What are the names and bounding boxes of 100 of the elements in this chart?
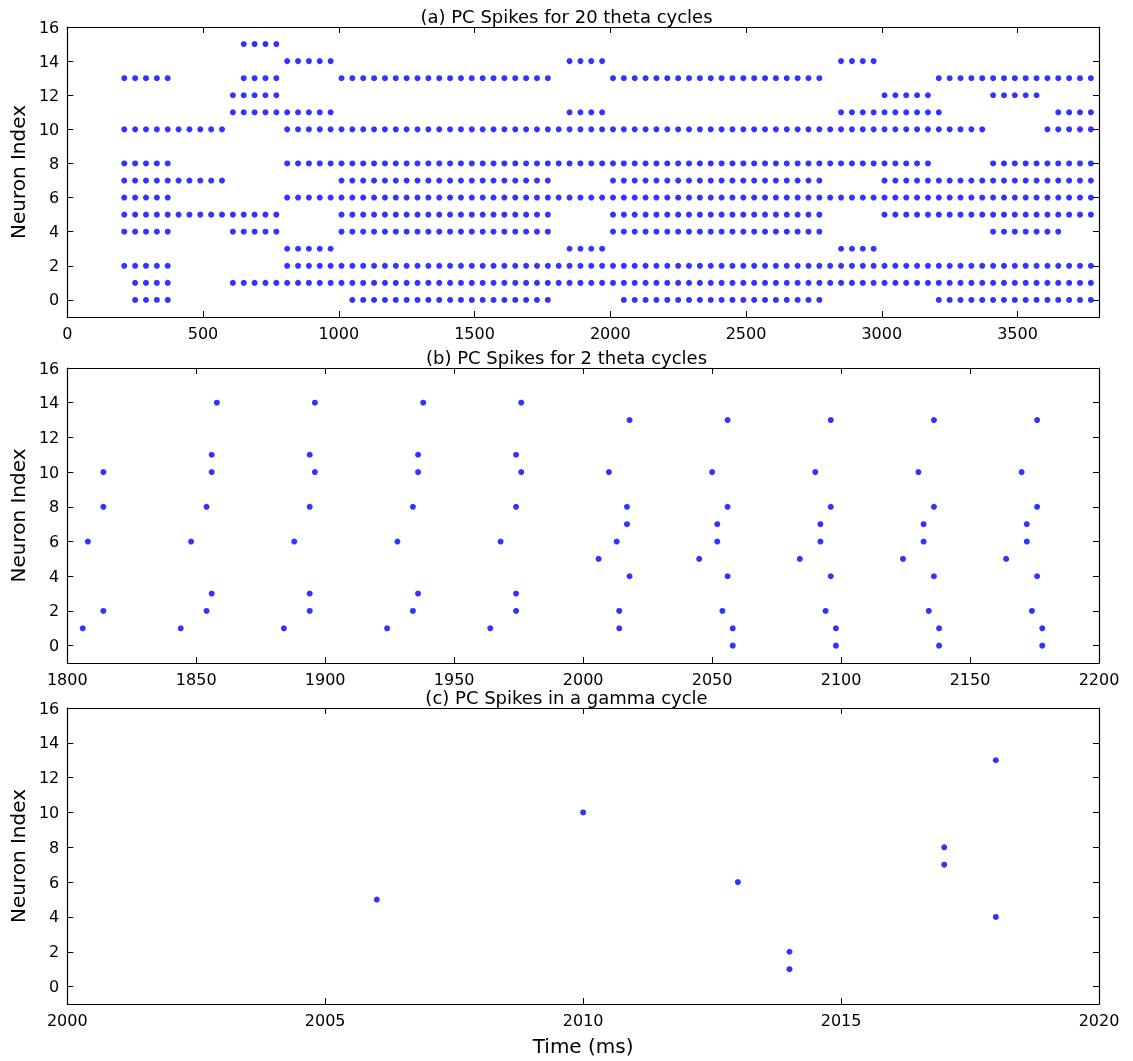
y-tick-label: 16	[38, 17, 60, 37]
point	[403, 296, 410, 303]
point	[533, 228, 540, 235]
point	[1011, 92, 1018, 99]
x-tick-label: 1850	[175, 669, 217, 689]
point	[1077, 109, 1083, 116]
y-tick-label: 4	[49, 566, 60, 586]
y-tick-label: 2	[49, 256, 60, 276]
point	[577, 245, 584, 252]
point	[838, 109, 845, 116]
y-tick-label: 12	[38, 85, 60, 105]
point	[772, 296, 779, 303]
point	[360, 228, 367, 235]
x-tick-label: 1500	[454, 323, 495, 343]
point	[262, 109, 269, 116]
y-tick-label: 4	[49, 907, 60, 927]
point	[371, 228, 378, 235]
point	[284, 109, 291, 116]
point	[816, 228, 823, 235]
y-tick-label: 14	[38, 733, 60, 753]
point	[968, 296, 975, 303]
point	[848, 245, 855, 252]
point	[892, 109, 899, 116]
point	[794, 296, 801, 303]
x-tick-label: 500	[187, 323, 219, 343]
point	[1066, 109, 1073, 116]
point	[1033, 92, 1040, 99]
y-tick-label: 12	[38, 427, 60, 447]
point	[132, 296, 139, 303]
x-tick-label: 2200	[1078, 669, 1120, 689]
point	[490, 296, 497, 303]
point	[580, 809, 587, 816]
point	[653, 228, 660, 235]
point	[664, 296, 671, 303]
y-tick-label: 10	[38, 462, 60, 482]
point	[501, 228, 508, 235]
point	[941, 844, 948, 851]
x-tick-label: 2015	[820, 1010, 862, 1030]
point	[718, 228, 725, 235]
point	[392, 228, 399, 235]
point	[957, 296, 964, 303]
point	[903, 109, 910, 116]
y-axis-title: Neuron Index	[6, 448, 30, 583]
point	[892, 92, 899, 99]
point	[1022, 92, 1029, 99]
x-tick-label: 2500	[725, 323, 767, 343]
point	[718, 296, 725, 303]
x-tick-label: 2000	[46, 1010, 88, 1030]
point	[1055, 109, 1062, 116]
point	[295, 58, 302, 65]
point	[1011, 228, 1018, 235]
y-tick-label: 16	[38, 698, 60, 718]
x-tick-label: 2000	[562, 669, 604, 689]
point	[1044, 296, 1051, 303]
y-tick-label: 14	[38, 51, 60, 71]
y-tick-label: 0	[49, 290, 60, 310]
point	[143, 228, 149, 235]
chart-title: (b) PC Spikes for 2 theta cycles	[425, 346, 708, 368]
point	[1055, 296, 1062, 303]
point	[816, 296, 823, 303]
point	[251, 228, 258, 235]
point	[305, 245, 312, 252]
point	[295, 109, 302, 116]
point	[881, 92, 888, 99]
point	[1044, 228, 1051, 235]
point	[992, 757, 999, 764]
y-tick-label: 6	[49, 188, 60, 208]
point	[164, 296, 171, 303]
x-tick-label: 1000	[318, 323, 360, 343]
x-tick-label: 1800	[46, 669, 88, 689]
point	[381, 296, 388, 303]
point	[786, 948, 793, 955]
y-tick-label: 4	[49, 222, 60, 242]
point	[295, 245, 302, 252]
point	[273, 41, 280, 48]
point	[707, 296, 714, 303]
point	[772, 228, 779, 235]
point	[941, 861, 948, 868]
point	[783, 296, 790, 303]
point	[990, 296, 997, 303]
point	[1022, 228, 1029, 235]
x-axis-title: Time (ms)	[531, 1034, 634, 1058]
point	[992, 913, 999, 920]
point	[371, 296, 378, 303]
point	[686, 296, 693, 303]
point	[349, 228, 356, 235]
point	[512, 228, 519, 235]
point	[610, 228, 616, 235]
point	[642, 228, 649, 235]
point	[316, 245, 323, 252]
point	[262, 41, 269, 48]
point	[620, 228, 627, 235]
x-tick-label: 2020	[1078, 1010, 1120, 1030]
x-tick-label: 2005	[304, 1010, 346, 1030]
point	[599, 58, 606, 65]
point	[132, 228, 139, 235]
point	[914, 92, 921, 99]
point	[121, 228, 128, 235]
point	[859, 245, 866, 252]
point	[457, 296, 464, 303]
